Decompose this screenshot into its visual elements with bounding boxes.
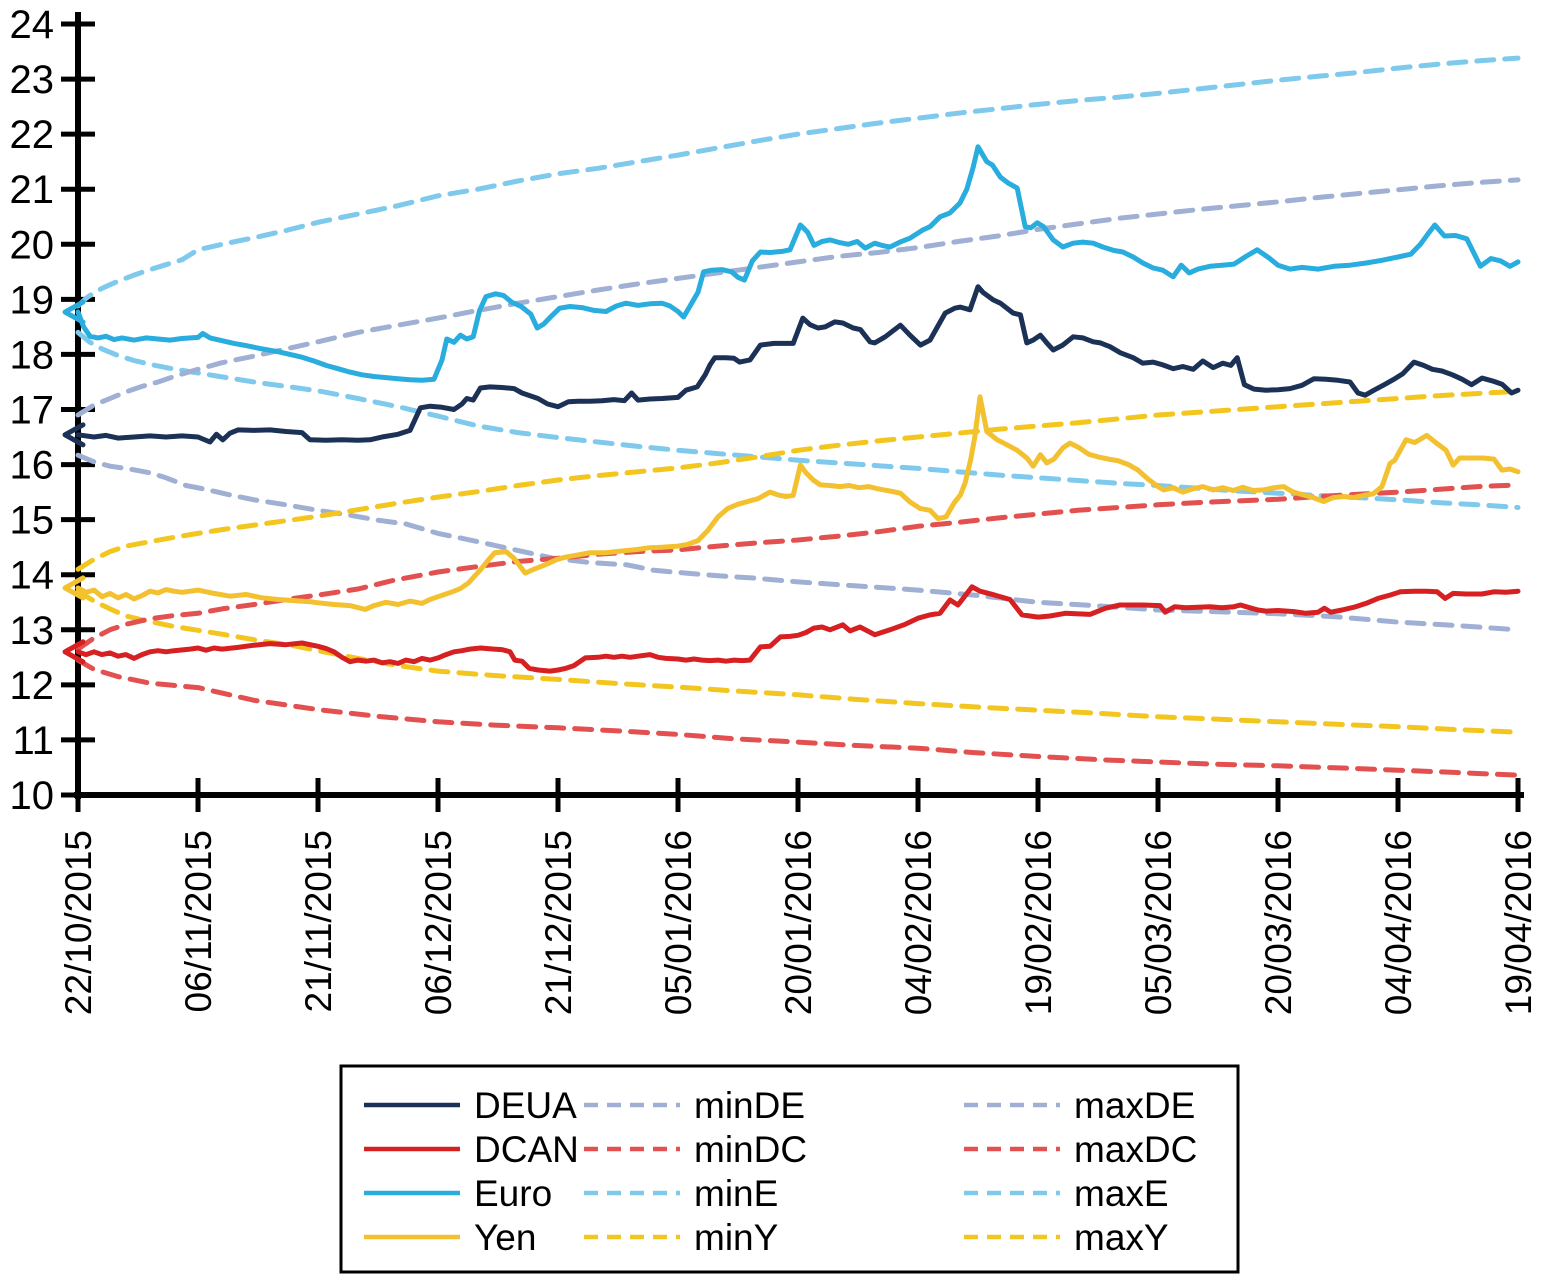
x-axis-tick-label: 20/03/2016 [1258, 830, 1299, 1015]
legend-label-minDE: minDE [694, 1085, 805, 1126]
x-axis-tick-label: 05/03/2016 [1138, 830, 1179, 1015]
legend-label-maxDE: maxDE [1074, 1085, 1195, 1126]
x-axis-tick-label: 06/12/2015 [418, 830, 459, 1015]
series-line-Euro [75, 144, 1521, 383]
legend-label-maxDC: maxDC [1074, 1129, 1197, 1170]
y-axis-tick-label: 11 [12, 719, 54, 763]
y-axis-tick-label: 24 [10, 3, 55, 47]
legend-label-DCAN: DCAN [474, 1129, 579, 1170]
legend-label-Yen: Yen [474, 1217, 536, 1258]
legend-label-Euro: Euro [474, 1173, 552, 1214]
y-axis-tick-label: 19 [10, 278, 55, 322]
legend-label-minE: minE [694, 1173, 778, 1214]
series-line-maxE [75, 55, 1521, 309]
series-line-minDC [75, 657, 1521, 778]
x-axis-tick-label: 04/02/2016 [898, 830, 939, 1015]
legend-label-minDC: minDC [694, 1129, 807, 1170]
x-axis-tick-label: 06/11/2015 [178, 830, 219, 1012]
series-line-maxDC [75, 482, 1521, 652]
series-start-arrow-icon-DCAN [62, 639, 86, 665]
x-axis-tick-label: 19/02/2016 [1018, 830, 1059, 1015]
series-line-Yen [75, 394, 1521, 612]
legend-box [339, 1064, 1240, 1274]
y-axis-tick-label: 15 [10, 499, 55, 543]
legend-label-minY: minY [694, 1217, 778, 1258]
legend-label-DEUA: DEUA [474, 1085, 577, 1126]
y-axis-tick-label: 21 [10, 168, 55, 212]
y-axis-tick-label: 10 [10, 774, 55, 818]
x-axis-tick-label: 05/01/2016 [658, 830, 699, 1015]
series-line-DEUA [75, 284, 1521, 445]
series-line-DCAN [75, 584, 1521, 674]
x-axis-tick-label: 21/11/2015 [298, 830, 339, 1012]
x-axis-tick-label: 04/04/2016 [1378, 830, 1419, 1015]
series-line-maxY [75, 388, 1521, 572]
y-axis-tick-label: 22 [10, 113, 55, 157]
series-line-minY [75, 588, 1521, 735]
x-axis-tick-label: 20/01/2016 [778, 830, 819, 1015]
x-axis-tick-label: 22/10/2015 [58, 830, 99, 1015]
x-axis-tick-label: 21/12/2015 [538, 830, 579, 1015]
x-axis-tick-label: 19/04/2016 [1498, 830, 1539, 1015]
series-start-arrow-icon-Euro [62, 299, 86, 325]
y-axis-tick-label: 13 [10, 609, 55, 653]
legend-label-maxE: maxE [1074, 1173, 1169, 1214]
legend-label-maxY: maxY [1074, 1217, 1169, 1258]
series-start-arrow-icon-Yen [62, 575, 86, 601]
series-line-maxDE [75, 177, 1521, 418]
series-start-arrow-icon-DEUA [62, 422, 86, 448]
y-axis-tick-label: 20 [10, 223, 55, 267]
y-axis-tick-label: 12 [10, 664, 55, 708]
y-axis-tick-label: 17 [10, 389, 55, 433]
y-axis-tick-label: 16 [10, 444, 55, 488]
y-axis-tick-label: 18 [10, 333, 55, 377]
y-axis-tick-label: 23 [10, 58, 55, 102]
series-line-minDE [75, 452, 1521, 633]
y-axis-tick-label: 14 [10, 554, 55, 598]
